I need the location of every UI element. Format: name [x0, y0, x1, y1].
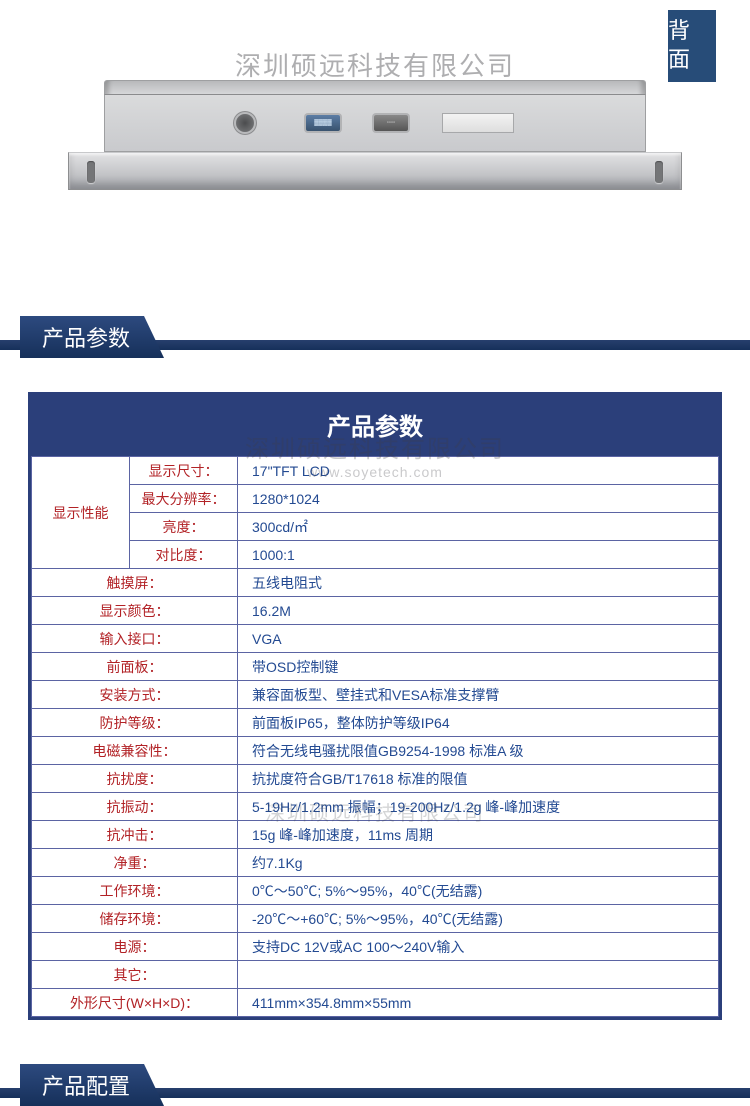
table-row: 抗冲击：15g 峰-峰加速度，11ms 周期 — [32, 821, 719, 849]
row-value: 300cd/㎡ — [238, 513, 719, 541]
row-value: 兼容面板型、壁挂式和VESA标准支撑臂 — [238, 681, 719, 709]
row-label: 抗振动： — [32, 793, 238, 821]
row-label: 显示颜色： — [32, 597, 238, 625]
table-row: 电源：支持DC 12V或AC 100～240V输入 — [32, 933, 719, 961]
power-jack-icon — [236, 114, 254, 132]
table-row: 输入接口：VGA — [32, 625, 719, 653]
row-value: 约7.1Kg — [238, 849, 719, 877]
table-row: 外形尺寸(W×H×D)：411mm×354.8mm×55mm — [32, 989, 719, 1017]
product-label-plate — [442, 113, 514, 133]
table-title: 产品参数 — [31, 395, 719, 456]
specs-table: 显示性能显示尺寸：17"TFT LCD最大分辨率：1280*1024亮度：300… — [31, 456, 719, 1017]
section-title-params: 产品参数 — [20, 316, 164, 358]
row-label: 其它： — [32, 961, 238, 989]
row-label: 电磁兼容性： — [32, 737, 238, 765]
section-title-config: 产品配置 — [20, 1064, 164, 1106]
row-value: -20℃～+60℃; 5%～95%，40℃(无结露) — [238, 905, 719, 933]
table-row: 抗扰度：抗扰度符合GB/T17618 标准的限值 — [32, 765, 719, 793]
table-row: 防护等级：前面板IP65，整体防护等级IP64 — [32, 709, 719, 737]
row-sublabel: 最大分辨率： — [130, 485, 238, 513]
row-value: 带OSD控制键 — [238, 653, 719, 681]
row-value: 0℃～50℃; 5%～95%，40℃(无结露) — [238, 877, 719, 905]
row-value: 1000:1 — [238, 541, 719, 569]
row-sublabel: 亮度： — [130, 513, 238, 541]
row-sublabel: 对比度： — [130, 541, 238, 569]
table-row: 电磁兼容性：符合无线电骚扰限值GB9254-1998 标准A 级 — [32, 737, 719, 765]
row-label: 输入接口： — [32, 625, 238, 653]
row-value: 17"TFT LCD — [238, 457, 719, 485]
product-back-photo: 背 面 深圳硕远科技有限公司 www.soyetech.com ▓▓▓▓ ▫▫▫… — [0, 0, 750, 310]
back-side-badge: 背 面 — [668, 10, 716, 82]
table-row: 对比度：1000:1 — [32, 541, 719, 569]
row-sublabel: 显示尺寸： — [130, 457, 238, 485]
row-value: 前面板IP65，整体防护等级IP64 — [238, 709, 719, 737]
table-row: 亮度：300cd/㎡ — [32, 513, 719, 541]
table-row: 前面板：带OSD控制键 — [32, 653, 719, 681]
vga-port-icon: ▓▓▓▓ — [306, 115, 340, 131]
row-value: 五线电阻式 — [238, 569, 719, 597]
row-label: 净重： — [32, 849, 238, 877]
device-illustration: ▓▓▓▓ ▫▫▫▫ — [68, 80, 682, 198]
table-row: 显示性能显示尺寸：17"TFT LCD — [32, 457, 719, 485]
row-group-label: 显示性能 — [32, 457, 130, 569]
row-value: 5-19Hz/1.2mm 振幅；19-200Hz/1.2g 峰-峰加速度 — [238, 793, 719, 821]
row-value: 支持DC 12V或AC 100～240V输入 — [238, 933, 719, 961]
row-label: 安装方式： — [32, 681, 238, 709]
row-value: 符合无线电骚扰限值GB9254-1998 标准A 级 — [238, 737, 719, 765]
row-value — [238, 961, 719, 989]
serial-port-icon: ▫▫▫▫ — [374, 115, 408, 131]
section-header-config: 产品配置 — [0, 1058, 750, 1106]
table-row: 安装方式：兼容面板型、壁挂式和VESA标准支撑臂 — [32, 681, 719, 709]
row-value: 411mm×354.8mm×55mm — [238, 989, 719, 1017]
specs-table-container: 产品参数 深圳硕远科技有限公司 www.soyetech.com 显示性能显示尺… — [28, 392, 722, 1020]
table-row: 最大分辨率：1280*1024 — [32, 485, 719, 513]
table-row: 抗振动：5-19Hz/1.2mm 振幅；19-200Hz/1.2g 峰-峰加速度 — [32, 793, 719, 821]
row-label: 抗冲击： — [32, 821, 238, 849]
watermark-company: 深圳硕远科技有限公司 — [235, 51, 515, 81]
table-row: 储存环境：-20℃～+60℃; 5%～95%，40℃(无结露) — [32, 905, 719, 933]
row-label: 电源： — [32, 933, 238, 961]
section-header-params: 产品参数 — [0, 310, 750, 358]
row-value: 1280*1024 — [238, 485, 719, 513]
row-value: 15g 峰-峰加速度，11ms 周期 — [238, 821, 719, 849]
row-value: 抗扰度符合GB/T17618 标准的限值 — [238, 765, 719, 793]
row-label: 抗扰度： — [32, 765, 238, 793]
row-label: 防护等级： — [32, 709, 238, 737]
row-value: 16.2M — [238, 597, 719, 625]
row-value: VGA — [238, 625, 719, 653]
row-label: 触摸屏： — [32, 569, 238, 597]
row-label: 外形尺寸(W×H×D)： — [32, 989, 238, 1017]
table-row: 触摸屏：五线电阻式 — [32, 569, 719, 597]
table-row: 显示颜色：16.2M — [32, 597, 719, 625]
table-row: 工作环境：0℃～50℃; 5%～95%，40℃(无结露) — [32, 877, 719, 905]
row-label: 工作环境： — [32, 877, 238, 905]
row-label: 前面板： — [32, 653, 238, 681]
row-label: 储存环境： — [32, 905, 238, 933]
table-row: 净重：约7.1Kg — [32, 849, 719, 877]
table-row: 其它： — [32, 961, 719, 989]
